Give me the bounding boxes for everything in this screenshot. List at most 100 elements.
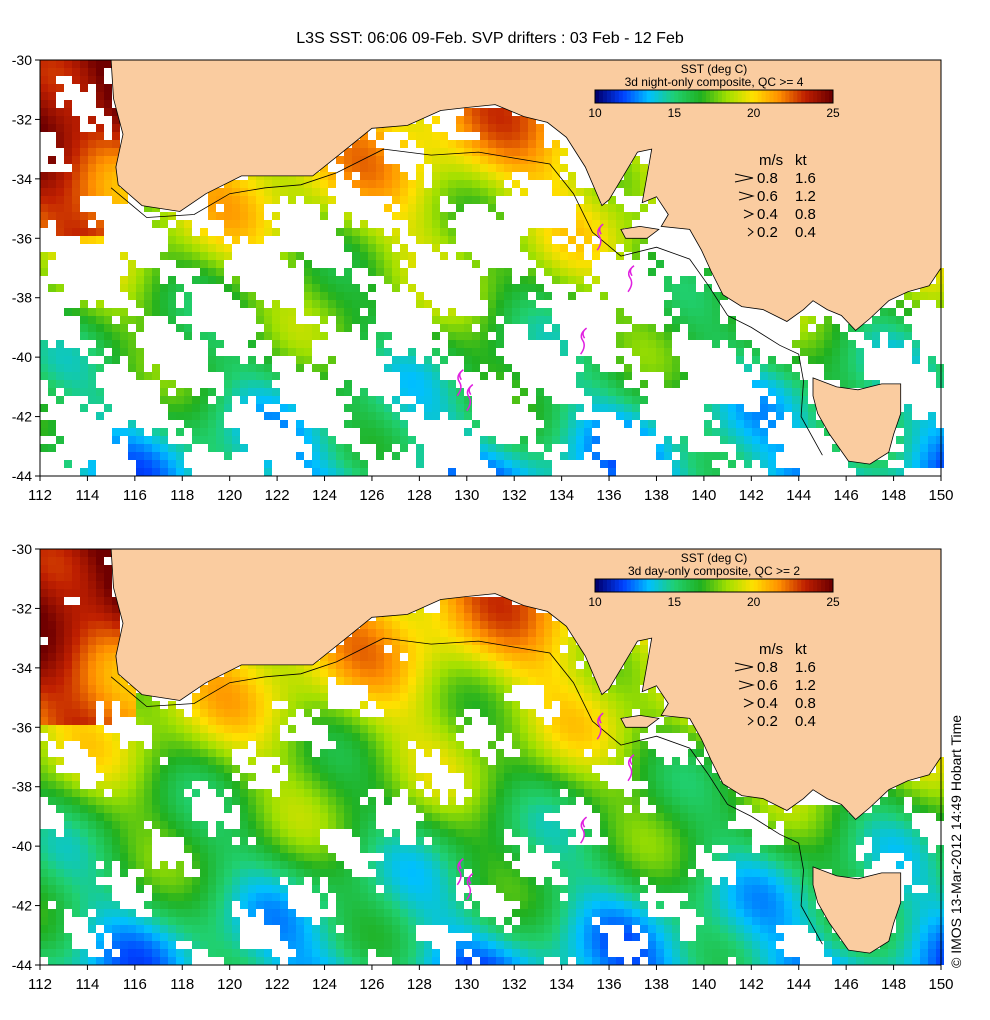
sst-cell — [528, 677, 536, 685]
sst-cell — [88, 829, 96, 837]
sst-cell — [144, 813, 152, 821]
sst-cell — [400, 388, 408, 396]
sst-cell — [448, 885, 456, 893]
sst-cell — [664, 805, 672, 813]
sst-cell — [464, 108, 472, 116]
sst-cell — [768, 925, 776, 933]
sst-cell — [256, 901, 264, 909]
sst-cell — [168, 797, 176, 805]
sst-cell — [840, 356, 848, 364]
sst-cell — [904, 412, 912, 420]
sst-cell — [616, 861, 624, 869]
sst-cell — [504, 805, 512, 813]
sst-cell — [72, 605, 80, 613]
sst-cell — [248, 228, 256, 236]
sst-cell — [640, 765, 648, 773]
sst-cell — [48, 789, 56, 797]
sst-cell — [56, 573, 64, 581]
sst-cell — [96, 324, 104, 332]
sst-cell — [272, 725, 280, 733]
sst-cell — [488, 821, 496, 829]
sst-cell — [464, 196, 472, 204]
sst-cell — [408, 669, 416, 677]
sst-cell — [64, 773, 72, 781]
sst-cell — [392, 837, 400, 845]
sst-cell — [384, 436, 392, 444]
sst-cell — [528, 837, 536, 845]
sst-cell — [528, 829, 536, 837]
sst-cell — [64, 645, 72, 653]
sst-cell — [520, 436, 528, 444]
sst-cell — [712, 797, 720, 805]
sst-cell — [472, 925, 480, 933]
sst-cell — [496, 725, 504, 733]
sst-cell — [456, 829, 464, 837]
sst-cell — [760, 949, 768, 957]
sst-cell — [656, 797, 664, 805]
sst-cell — [96, 188, 104, 196]
sst-cell — [520, 468, 528, 476]
sst-cell — [656, 693, 664, 701]
sst-cell — [168, 957, 176, 965]
sst-cell — [400, 925, 408, 933]
sst-cell — [744, 837, 752, 845]
sst-cell — [144, 917, 152, 925]
sst-cell — [424, 773, 432, 781]
sst-cell — [776, 861, 784, 869]
sst-cell — [392, 861, 400, 869]
sst-cell — [560, 749, 568, 757]
sst-cell — [184, 260, 192, 268]
colorbar-swatch — [646, 90, 652, 103]
sst-cell — [320, 669, 328, 677]
sst-cell — [64, 605, 72, 613]
sst-cell — [216, 765, 224, 773]
sst-cell — [544, 693, 552, 701]
sst-cell — [472, 164, 480, 172]
sst-cell — [520, 829, 528, 837]
sst-cell — [904, 460, 912, 468]
sst-cell — [488, 605, 496, 613]
sst-cell — [96, 693, 104, 701]
sst-cell — [304, 789, 312, 797]
sst-cell — [488, 196, 496, 204]
sst-cell — [632, 837, 640, 845]
sst-cell — [896, 316, 904, 324]
sst-cell — [128, 813, 136, 821]
sst-cell — [664, 957, 672, 965]
sst-cell — [40, 573, 48, 581]
sst-cell — [272, 877, 280, 885]
sst-cell — [632, 404, 640, 412]
sst-cell — [96, 148, 104, 156]
sst-cell — [640, 645, 648, 653]
sst-cell — [176, 260, 184, 268]
sst-cell — [480, 653, 488, 661]
sst-cell — [536, 292, 544, 300]
sst-cell — [176, 308, 184, 316]
sst-cell — [600, 236, 608, 244]
sst-cell — [560, 629, 568, 637]
sst-cell — [128, 340, 136, 348]
sst-cell — [40, 68, 48, 76]
sst-cell — [128, 364, 136, 372]
sst-cell — [64, 557, 72, 565]
sst-cell — [80, 236, 88, 244]
sst-cell — [744, 885, 752, 893]
sst-cell — [256, 669, 264, 677]
sst-cell — [440, 861, 448, 869]
sst-cell — [136, 316, 144, 324]
sst-cell — [120, 909, 128, 917]
sst-cell — [904, 420, 912, 428]
sst-cell — [72, 388, 80, 396]
sst-cell — [40, 444, 48, 452]
sst-cell — [264, 324, 272, 332]
sst-cell — [616, 821, 624, 829]
sst-cell — [456, 116, 464, 124]
sst-cell — [464, 124, 472, 132]
sst-cell — [272, 677, 280, 685]
sst-cell — [472, 949, 480, 957]
sst-cell — [104, 597, 112, 605]
sst-cell — [672, 821, 680, 829]
sst-cell — [616, 356, 624, 364]
sst-cell — [144, 372, 152, 380]
sst-cell — [120, 797, 128, 805]
